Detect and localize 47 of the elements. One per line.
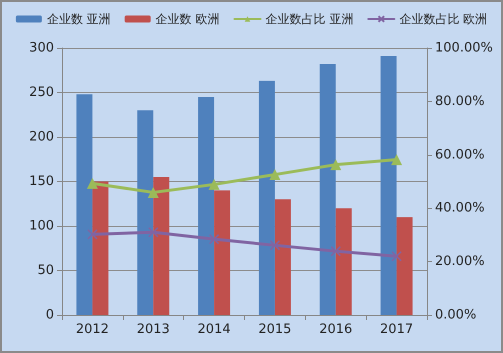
bar xyxy=(336,208,352,315)
y2-tick-label: 0.00% xyxy=(435,308,476,322)
x-tick-label: 2013 xyxy=(136,322,170,337)
bar xyxy=(214,190,230,315)
point xyxy=(86,178,98,189)
legend-label: 企业数占比 欧洲 xyxy=(399,12,488,26)
y2-tick-label: 20.00% xyxy=(435,254,485,270)
point xyxy=(270,240,280,251)
y-tick-label: 200 xyxy=(29,130,54,144)
bar xyxy=(380,56,397,315)
bar xyxy=(258,80,275,315)
point xyxy=(391,251,402,262)
x-tick-label: 2015 xyxy=(258,322,292,337)
x-tick-label: 2014 xyxy=(198,322,231,337)
x-tick-label: 2017 xyxy=(380,322,414,337)
legend-label: 企业数 欧洲 xyxy=(156,12,220,26)
y-tick-label: 300 xyxy=(29,40,54,56)
bar xyxy=(198,96,214,315)
y-tick-label: 50 xyxy=(37,263,54,278)
point xyxy=(391,154,402,166)
point xyxy=(87,229,98,240)
y-tick-label: 0 xyxy=(46,308,54,322)
bar xyxy=(76,94,92,315)
bar xyxy=(396,217,413,315)
y2-tick-label: 80.00% xyxy=(435,94,485,109)
bar xyxy=(320,64,336,315)
x-tick-label: 2012 xyxy=(76,322,109,337)
y2-tick-label: 60.00% xyxy=(435,147,485,162)
y-tick-label: 100 xyxy=(29,218,54,234)
point xyxy=(269,169,280,180)
point xyxy=(330,159,342,170)
y2-tick-label: 100.00% xyxy=(435,40,493,56)
y-tick-label: 150 xyxy=(29,174,54,189)
bar xyxy=(274,199,291,315)
bar xyxy=(137,110,154,315)
x-tick-label: 2016 xyxy=(319,322,352,337)
y2-tick-label: 40.00% xyxy=(435,200,485,216)
point xyxy=(148,226,158,238)
point xyxy=(208,178,220,190)
point xyxy=(330,246,341,256)
bar xyxy=(153,177,170,315)
bar xyxy=(92,182,108,315)
legend-label: 企业数 亚洲 xyxy=(46,12,111,26)
point xyxy=(208,234,220,244)
y-tick-label: 250 xyxy=(29,85,54,100)
legend-label: 企业数占比 亚洲 xyxy=(266,12,354,26)
point xyxy=(148,186,159,198)
